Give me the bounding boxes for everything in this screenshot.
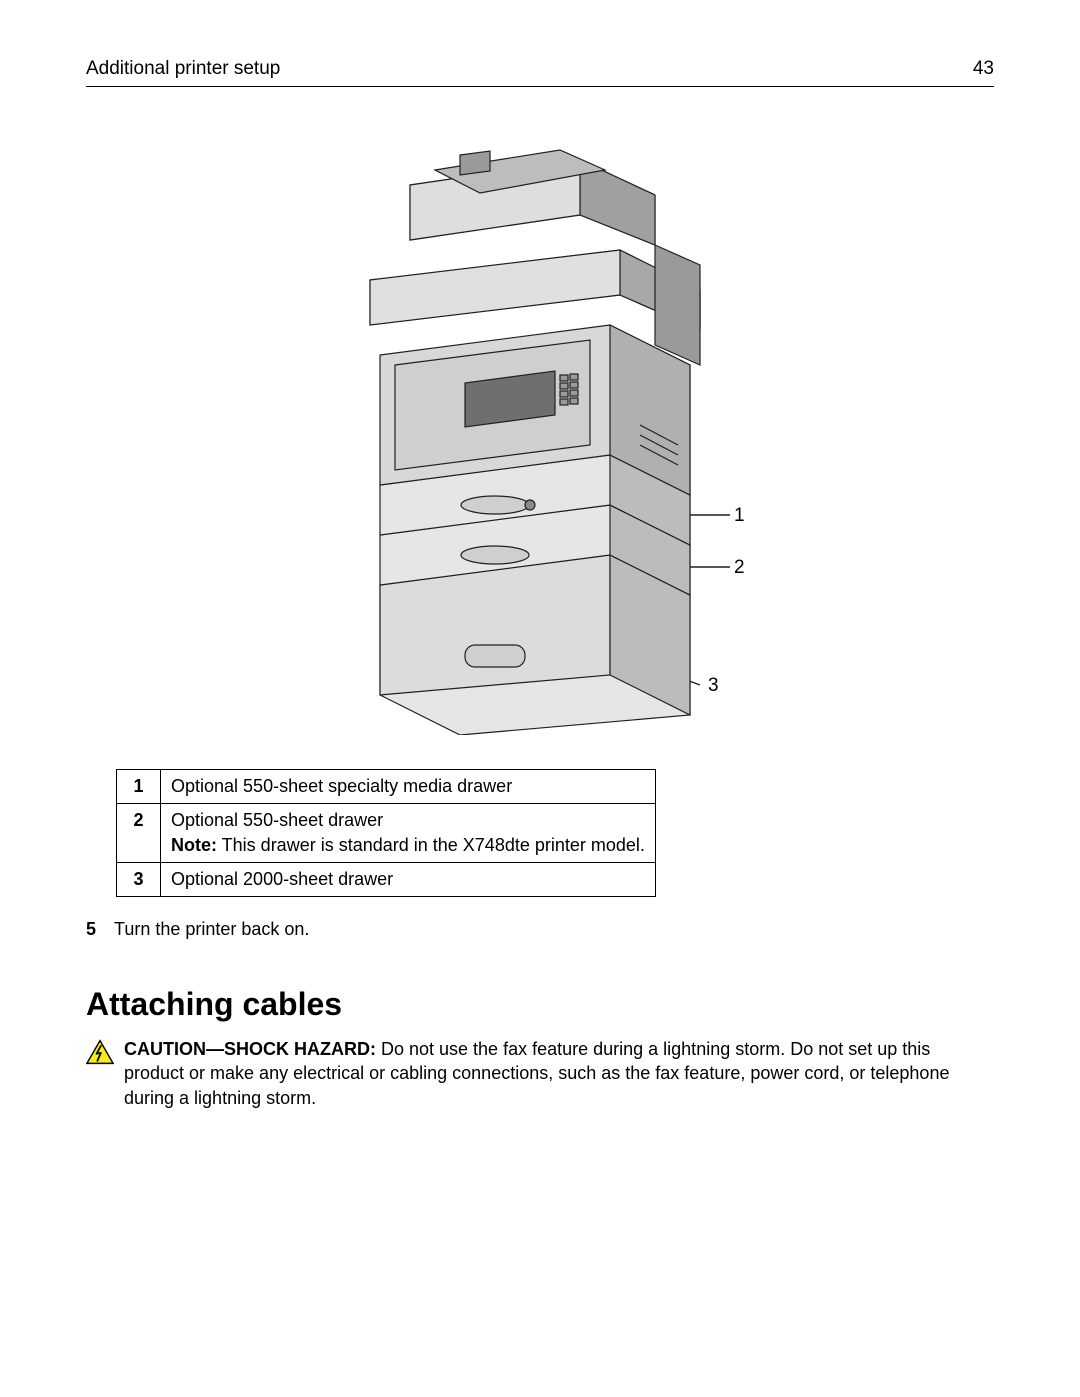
parts-table: 1 Optional 550‑sheet specialty media dra… <box>116 769 656 897</box>
caution-block: CAUTION—SHOCK HAZARD: Do not use the fax… <box>86 1037 994 1110</box>
header-page-number: 43 <box>973 58 994 80</box>
note-text: This drawer is standard in the X748dte p… <box>217 835 645 855</box>
part-number: 3 <box>117 863 161 897</box>
part-desc: Optional 2000‑sheet drawer <box>161 863 656 897</box>
header-title: Additional printer setup <box>86 58 280 80</box>
part-number: 2 <box>117 804 161 863</box>
part-desc: Optional 550‑sheet specialty media drawe… <box>161 770 656 804</box>
callout-2: 2 <box>734 557 745 579</box>
shock-hazard-icon <box>86 1039 114 1065</box>
step-text: Turn the printer back on. <box>114 919 309 940</box>
note-label: Note: <box>171 835 217 855</box>
callout-3: 3 <box>708 675 719 697</box>
part-desc: Optional 550‑sheet drawer Note: This dra… <box>161 804 656 863</box>
table-row: 2 Optional 550‑sheet drawer Note: This d… <box>117 804 656 863</box>
table-row: 3 Optional 2000‑sheet drawer <box>117 863 656 897</box>
caution-label: CAUTION—SHOCK HAZARD: <box>124 1039 376 1059</box>
step-number: 5 <box>86 919 104 940</box>
printer-figure: 1 2 3 <box>86 115 994 735</box>
section-heading: Attaching cables <box>86 986 994 1023</box>
printer-illustration <box>260 115 820 735</box>
part-number: 1 <box>117 770 161 804</box>
caution-text: CAUTION—SHOCK HAZARD: Do not use the fax… <box>124 1037 994 1110</box>
step-5: 5 Turn the printer back on. <box>86 919 994 940</box>
page-header: Additional printer setup 43 <box>86 58 994 87</box>
table-row: 1 Optional 550‑sheet specialty media dra… <box>117 770 656 804</box>
callout-1: 1 <box>734 505 745 527</box>
